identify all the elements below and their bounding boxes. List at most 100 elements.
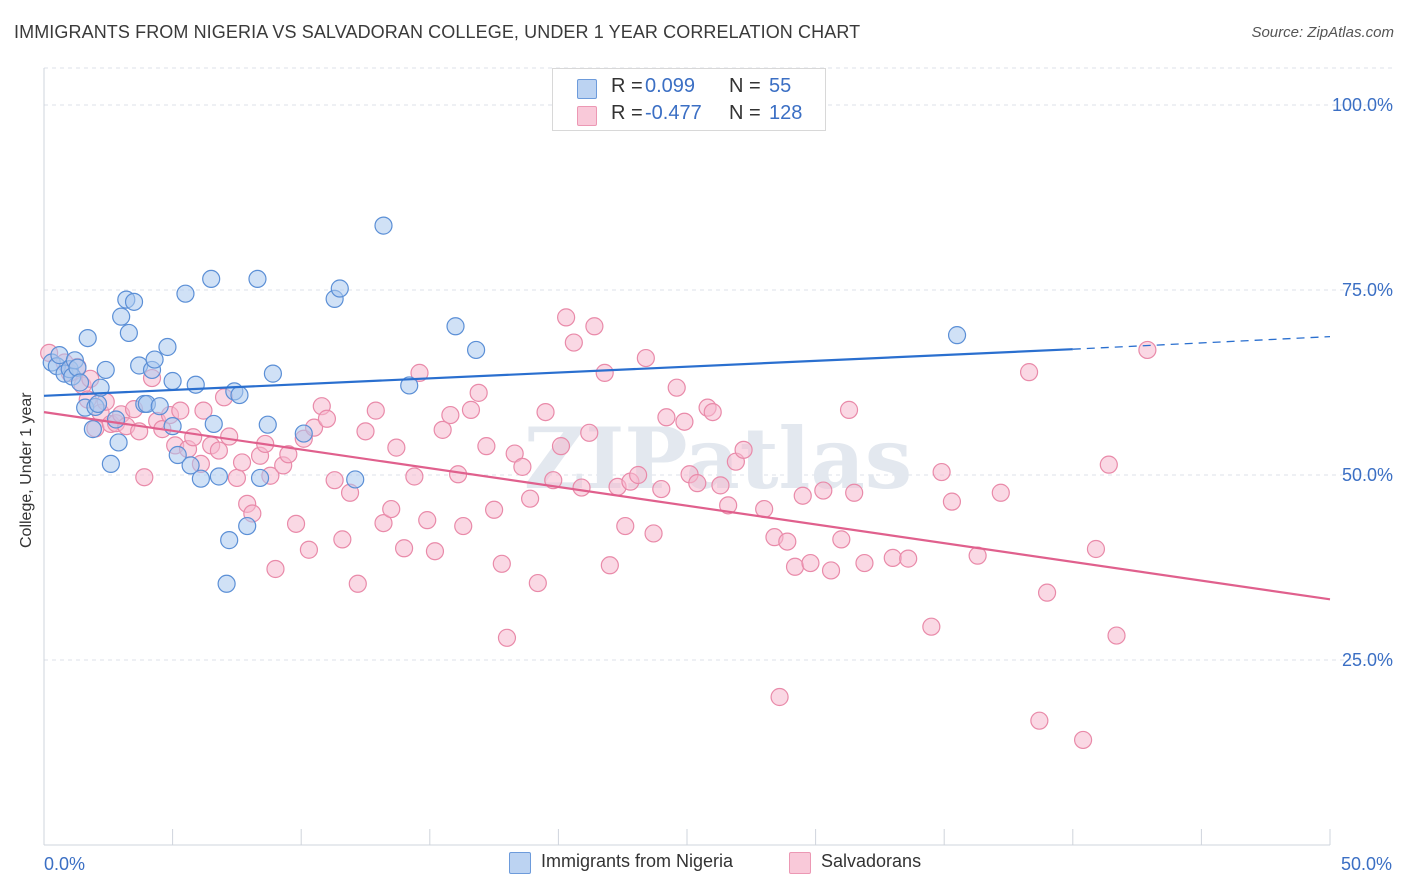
nigeria-point	[248, 269, 267, 288]
nigeria-point	[83, 420, 102, 439]
salvadoran-point	[374, 513, 393, 533]
salvadoran-point	[734, 440, 753, 459]
r-label: R =	[611, 75, 643, 97]
salvadoran-point	[801, 553, 820, 573]
r-value: 0.099	[645, 75, 696, 97]
salvadoran-point	[652, 479, 671, 499]
salvadoran-point	[135, 468, 154, 487]
salvadoran-point	[1019, 363, 1039, 382]
salvadoran-point	[832, 530, 851, 549]
salvadoran-point	[469, 383, 488, 402]
salvadoran-point	[497, 628, 517, 647]
salvadoran-point	[932, 462, 951, 482]
nigeria-point	[258, 415, 277, 434]
salvadoran-point	[1107, 626, 1126, 645]
nigeria-point	[217, 574, 236, 593]
salvadoran-point	[557, 308, 576, 327]
salvadoran-point	[785, 557, 805, 576]
salvadoran-point	[286, 514, 306, 533]
salvadoran-point	[356, 422, 375, 441]
n-label: N =	[729, 102, 761, 124]
salvadoran-point	[418, 511, 437, 530]
salvadoran-point	[492, 554, 511, 573]
salvadoran-point	[461, 400, 481, 419]
salvadoran-point	[405, 467, 424, 486]
salvadoran-point	[793, 486, 812, 505]
nigeria-point	[204, 414, 223, 434]
nigeria-point	[145, 350, 164, 369]
nigeria-point	[88, 394, 108, 414]
x-tick-label: 0.0%	[44, 854, 85, 874]
salvadoran-point	[821, 561, 841, 580]
salvadoran-point	[425, 542, 445, 561]
salvadoran-point	[184, 428, 203, 447]
salvadoran-point	[551, 437, 571, 456]
salvadoran-point	[209, 441, 228, 460]
nigeria-point	[150, 397, 169, 416]
salvadoran-point	[845, 483, 864, 502]
nigeria-point	[176, 284, 195, 303]
salvadoran-point	[410, 363, 429, 382]
salvadoran-point	[325, 471, 344, 490]
salvadoran-point	[227, 468, 246, 488]
nigeria-point	[168, 445, 187, 465]
nigeria-point	[68, 358, 87, 377]
salvadoran-point	[922, 617, 941, 636]
salvadoran-point	[572, 478, 591, 497]
nigeria-point	[112, 307, 131, 326]
salvadoran-point	[1037, 583, 1057, 602]
salvadoran-point	[333, 530, 352, 549]
salvadoran-point	[1099, 455, 1118, 474]
nigeria-point	[947, 326, 967, 345]
nigeria-point	[96, 360, 115, 380]
salvadoran-point	[433, 420, 452, 439]
nigeria-point	[70, 373, 90, 392]
nigeria-point	[202, 269, 221, 288]
nigeria-point	[50, 346, 69, 365]
salvadoran-point	[477, 437, 496, 456]
salvadoran-point	[317, 409, 337, 428]
nigeria-point	[294, 424, 313, 443]
salvadoran-point	[171, 401, 190, 420]
salvadoran-swatch	[577, 106, 597, 126]
nigeria-point	[124, 292, 144, 311]
salvadoran-point	[667, 378, 686, 397]
salvadoran-point	[703, 403, 722, 422]
nigeria-point	[158, 337, 177, 357]
y-tick-label: 25.0%	[1342, 650, 1393, 670]
nigeria-point	[191, 469, 210, 488]
nigeria-point	[220, 531, 239, 550]
salvadoran-point	[657, 408, 676, 427]
nigeria-point	[330, 279, 349, 298]
nigeria-point	[250, 468, 270, 488]
salvadoran-point	[688, 474, 707, 493]
y-axis-label-wrap: College, Under 1 year	[18, 392, 38, 568]
salvadoran-point	[348, 574, 367, 593]
n-value: 128	[769, 102, 803, 124]
r-label: R =	[611, 102, 643, 124]
salvadoran-point	[711, 476, 730, 495]
nigeria-point	[78, 329, 97, 348]
salvadoran-point	[719, 496, 738, 515]
stats-row-nigeria: R = 0.099 N = 55	[553, 75, 825, 101]
salvadoran-point	[629, 465, 648, 485]
n-value: 55	[769, 75, 792, 97]
source-credit: Source: ZipAtlas.com	[1251, 24, 1394, 41]
salvadoran-point	[644, 524, 663, 543]
salvadoran-point	[387, 438, 406, 457]
salvadoran-point	[441, 405, 460, 425]
salvadoran-point	[454, 516, 473, 536]
nigeria-point	[346, 470, 365, 489]
salvadoran-point	[1030, 711, 1049, 730]
salvadoran-point	[220, 427, 239, 446]
nigeria-point	[109, 433, 128, 452]
salvadoran-point	[382, 499, 401, 519]
nigeria-trend-line	[43, 348, 1073, 397]
chart-title: IMMIGRANTS FROM NIGERIA VS SALVADORAN CO…	[14, 22, 861, 42]
nigeria-trend-extension	[1072, 335, 1331, 350]
salvadoran-point	[899, 549, 918, 568]
salvadoran-point	[942, 492, 962, 511]
salvadoran-point	[778, 532, 797, 551]
salvadoran-trend-line	[43, 411, 1331, 601]
salvadoran-point	[299, 540, 319, 559]
